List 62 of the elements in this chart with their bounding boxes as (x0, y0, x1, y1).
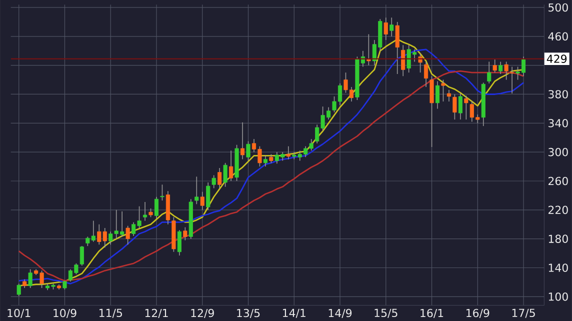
candlestick (366, 34, 371, 66)
candlestick (464, 95, 468, 120)
x-tick-label: 14/9 (328, 308, 352, 318)
candlestick (424, 61, 428, 88)
y-tick-label: 100 (548, 292, 568, 301)
candlestick (435, 80, 440, 109)
candlestick (430, 76, 434, 148)
y-tick-label: 180 (548, 234, 568, 243)
candlestick (458, 92, 462, 120)
candlestick (390, 17, 394, 37)
candlestick (418, 53, 422, 73)
x-tick-label: 15/5 (374, 308, 398, 318)
candlestick (229, 150, 234, 182)
candlestick (492, 58, 497, 73)
candlestick (446, 89, 452, 102)
x-tick-label: 14/1 (282, 308, 306, 318)
candlestick (212, 174, 216, 188)
candlestick (16, 283, 21, 296)
candlestick (126, 225, 130, 245)
candlestick (504, 61, 508, 80)
x-tick-label: 13/5 (237, 308, 260, 318)
x-tick-label: 16/1 (420, 308, 444, 318)
candlestick (240, 122, 245, 160)
y-tick-label: 220 (548, 206, 568, 214)
candlestick (223, 162, 228, 187)
y-tick-label: 460 (548, 32, 568, 40)
x-tick-label: 11/5 (99, 308, 122, 318)
y-tick-label: 260 (548, 176, 568, 185)
candlestick (154, 196, 159, 219)
y-tick-label: 500 (548, 3, 568, 12)
candlestick (206, 182, 210, 210)
candlestick (142, 201, 148, 221)
candlestick (28, 268, 32, 288)
candlestick (487, 61, 492, 84)
candlestick (194, 176, 199, 204)
candlestick (384, 17, 388, 40)
x-tick-label: 12/9 (191, 308, 214, 318)
ref-line-label: 429 (546, 54, 567, 63)
x-tick-label: 17/5 (512, 308, 535, 318)
y-tick-label: 380 (548, 90, 568, 98)
candlestick (510, 66, 514, 94)
candlestick (246, 140, 250, 161)
candlestick (160, 184, 164, 201)
candlestick (263, 155, 268, 167)
candlestick (218, 167, 222, 188)
candlestick (200, 191, 204, 210)
candlestick (183, 226, 188, 240)
candlestick (498, 61, 503, 74)
y-tick-label: 140 (548, 263, 568, 272)
candlestick (177, 230, 182, 256)
x-tick-label: 12/1 (145, 308, 168, 318)
x-tick-label: 16/9 (466, 308, 490, 318)
candlestick (441, 79, 446, 102)
x-tick-label: 10/1 (8, 308, 30, 318)
candlestick (452, 94, 457, 120)
y-tick-label: 340 (548, 118, 568, 128)
candlestick (286, 146, 290, 160)
candlestick (395, 21, 400, 74)
candlestick (401, 44, 406, 76)
y-tick-label: 300 (548, 148, 568, 156)
candlestick (80, 245, 84, 266)
x-tick-label: 10/9 (54, 308, 76, 318)
